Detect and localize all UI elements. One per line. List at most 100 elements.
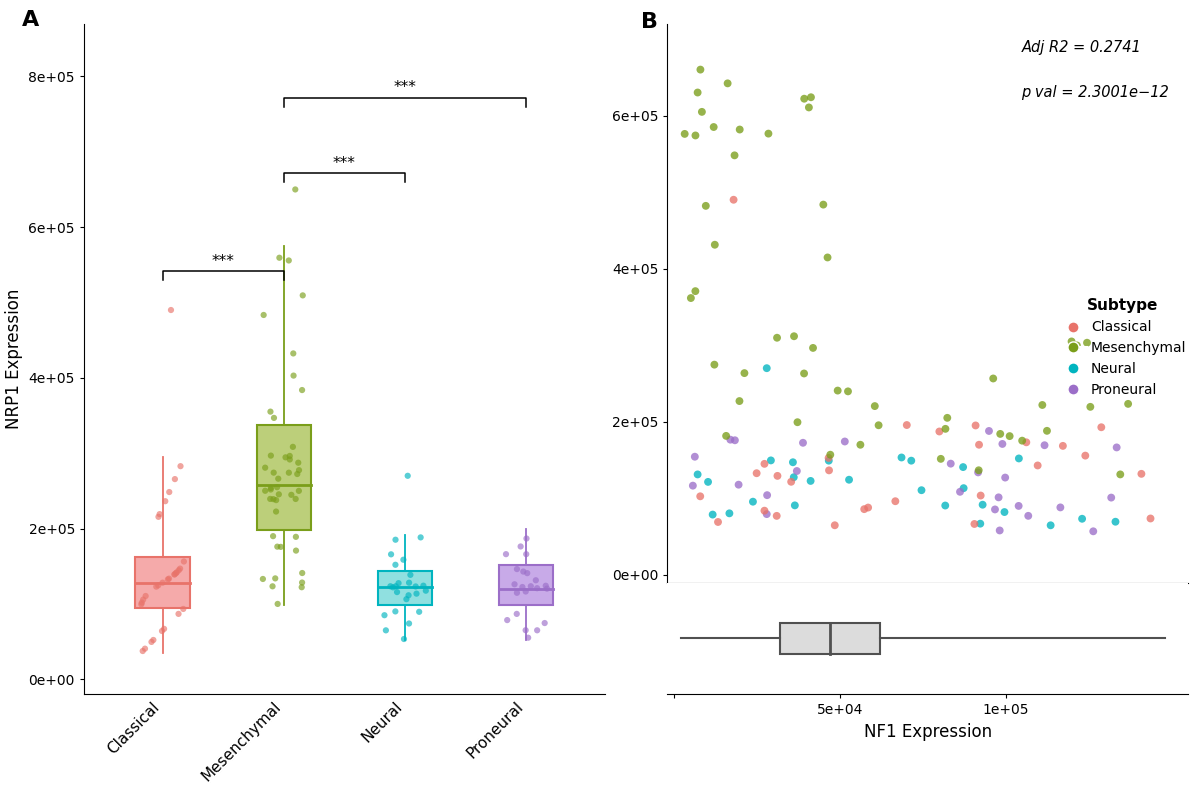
Point xyxy=(288,468,307,481)
Point xyxy=(264,530,283,543)
Point xyxy=(160,486,179,499)
Point xyxy=(985,503,1004,516)
Point xyxy=(407,587,426,600)
Point xyxy=(941,458,960,470)
Point xyxy=(1037,424,1056,437)
Point xyxy=(398,589,418,601)
Point xyxy=(1141,512,1160,525)
Point xyxy=(688,86,707,99)
Point xyxy=(409,605,428,618)
Point xyxy=(683,480,702,492)
Point xyxy=(397,593,416,605)
Point xyxy=(821,448,840,461)
Point xyxy=(1081,401,1100,413)
Point xyxy=(262,483,281,495)
Point xyxy=(1067,339,1086,352)
Point xyxy=(284,369,304,382)
Point xyxy=(950,485,970,498)
Point xyxy=(685,451,704,463)
Point xyxy=(814,198,833,211)
Point xyxy=(498,614,517,626)
Point xyxy=(840,473,859,486)
Point xyxy=(787,465,806,477)
Point xyxy=(253,573,272,585)
Legend: Classical, Mesenchymal, Neural, Proneural: Classical, Mesenchymal, Neural, Proneura… xyxy=(1058,298,1187,397)
Point xyxy=(280,466,299,479)
Point xyxy=(901,454,920,467)
Point xyxy=(818,251,838,264)
Point xyxy=(716,429,736,442)
Point xyxy=(169,608,188,620)
Point xyxy=(703,508,722,521)
Point xyxy=(158,573,178,585)
Point xyxy=(152,577,172,589)
Point xyxy=(256,484,275,497)
Point xyxy=(930,425,949,438)
Point xyxy=(937,412,956,424)
Point xyxy=(527,574,546,586)
Point xyxy=(1034,439,1054,451)
Point xyxy=(1062,335,1081,348)
Point xyxy=(280,450,299,462)
Point xyxy=(995,506,1014,518)
Point xyxy=(826,519,845,532)
Point xyxy=(728,478,748,491)
Bar xyxy=(499,565,553,605)
Point xyxy=(386,559,406,571)
Point xyxy=(264,493,283,506)
Point xyxy=(743,495,762,508)
Point xyxy=(768,331,787,344)
Bar xyxy=(780,623,880,654)
Point xyxy=(1019,510,1038,522)
Point xyxy=(377,624,396,637)
Point xyxy=(892,451,911,464)
Point xyxy=(1051,501,1070,514)
Bar xyxy=(257,424,311,530)
Text: A: A xyxy=(22,10,38,30)
Point xyxy=(865,400,884,413)
Bar xyxy=(378,571,432,605)
Point xyxy=(991,428,1010,440)
Point xyxy=(1033,398,1052,411)
Point xyxy=(260,492,280,505)
Point xyxy=(691,63,710,76)
Point xyxy=(685,285,704,297)
Point xyxy=(511,540,530,553)
Point xyxy=(1016,436,1036,449)
Point xyxy=(768,469,787,482)
Point xyxy=(820,454,839,467)
Text: p val = 2.3001e−12: p val = 2.3001e−12 xyxy=(1021,85,1169,100)
Point xyxy=(785,330,804,342)
Point xyxy=(698,476,718,488)
Point xyxy=(1118,398,1138,410)
Point xyxy=(886,495,905,507)
Point xyxy=(269,488,288,501)
Point xyxy=(268,597,287,610)
Point xyxy=(966,419,985,432)
Point xyxy=(992,438,1012,451)
Point xyxy=(265,572,284,585)
Point xyxy=(394,553,413,566)
Point xyxy=(748,467,767,480)
Point xyxy=(1084,525,1103,537)
Point xyxy=(851,439,870,451)
Point xyxy=(1028,459,1048,472)
Point xyxy=(508,563,527,575)
Point xyxy=(536,579,556,592)
Point xyxy=(984,372,1003,385)
Point xyxy=(156,495,175,507)
Point xyxy=(152,625,172,638)
Point xyxy=(757,489,776,502)
Point xyxy=(784,471,803,484)
Point xyxy=(784,456,803,469)
Point xyxy=(965,518,984,530)
Point xyxy=(818,451,838,464)
Point xyxy=(708,516,727,529)
Point xyxy=(1054,439,1073,452)
Point xyxy=(724,193,743,206)
Point xyxy=(954,482,973,495)
Point xyxy=(380,580,400,593)
Point xyxy=(170,460,190,473)
Point xyxy=(266,494,286,507)
Point xyxy=(720,507,739,520)
